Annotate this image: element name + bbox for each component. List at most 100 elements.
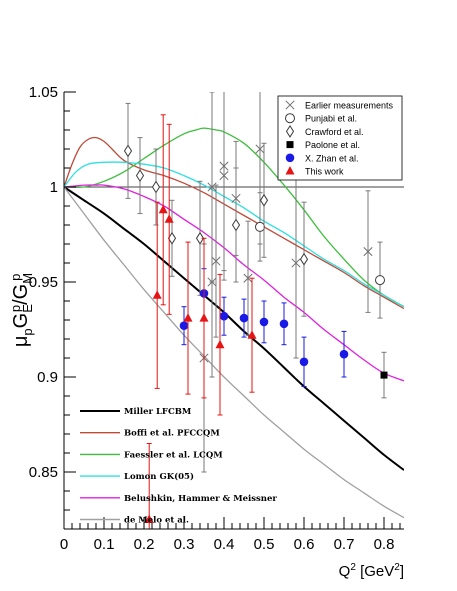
theory-curve-de-melo-et-al bbox=[64, 186, 404, 519]
legend-label-x-zhan-et-al: X. Zhan et al. bbox=[305, 153, 359, 163]
theory-curve-faessler-et-al-lcqm bbox=[64, 127, 404, 308]
point-this-work-6 bbox=[215, 339, 225, 349]
point-crawford-et-al-0 bbox=[123, 144, 133, 158]
point-earlier-measurements-8-stroke-b bbox=[255, 144, 265, 154]
theory-legend-label-miller-lfcbm: Miller LFCBM bbox=[124, 407, 192, 417]
point-this-work-3 bbox=[164, 214, 174, 223]
x-axis-label-part-4: ] bbox=[400, 563, 404, 580]
theory-legend-label-boffi-et-al-pfccqm: Boffi et al. PFCCQM bbox=[124, 429, 220, 439]
y-axis-label-part-1: p bbox=[20, 328, 35, 335]
legend-box bbox=[277, 95, 403, 181]
point-earlier-measurements-10-stroke-b bbox=[363, 247, 373, 257]
x-tick-label-0: 0 bbox=[60, 536, 68, 553]
theory-curve-boffi-et-al-pfccqm bbox=[64, 136, 404, 310]
point-this-work-5 bbox=[199, 313, 209, 322]
point-earlier-measurements-7 bbox=[243, 273, 253, 283]
x-tick-label-7: 0.7 bbox=[334, 536, 355, 553]
y-axis-label-part-3: E bbox=[20, 304, 35, 313]
x-axis-label-part-1: 2 bbox=[350, 562, 356, 573]
legend: Earlier measurements Punjabi et al. Crawfo… bbox=[277, 95, 403, 181]
legend-marker-punjabi-et-al bbox=[285, 113, 295, 124]
y-axis-label: μpGEp/GMp bbox=[8, 273, 35, 347]
y-tick-label-3: 1 bbox=[50, 179, 58, 196]
legend-marker-this-work bbox=[285, 166, 295, 175]
x-tick-label-6: 0.6 bbox=[294, 536, 315, 553]
theory-legend-label-lomon-gk-05: Lomon GK(05) bbox=[124, 471, 194, 482]
point-this-work-7 bbox=[247, 330, 257, 339]
series-earlier-measurements bbox=[199, 92, 373, 473]
point-earlier-measurements-10 bbox=[363, 247, 373, 257]
legend-label-crawford-et-al: Crawford et al. bbox=[305, 127, 364, 137]
point-crawford-et-al-7 bbox=[299, 252, 309, 266]
point-crawford-et-al-6 bbox=[259, 193, 269, 207]
point-crawford-et-al-1 bbox=[135, 169, 145, 183]
point-earlier-measurements-2-stroke-b bbox=[211, 256, 221, 266]
y-axis-label-part-6: M bbox=[20, 273, 35, 284]
series-this-work bbox=[144, 114, 257, 529]
legend-label-punjabi-et-al: Punjabi et al. bbox=[305, 114, 357, 124]
x-tick-label-2: 0.2 bbox=[134, 536, 155, 553]
series-crawford-et-al bbox=[123, 102, 309, 317]
x-axis-label-part-3: 2 bbox=[394, 562, 400, 573]
point-x-zhan-et-al-2 bbox=[219, 311, 229, 321]
point-earlier-measurements-5 bbox=[219, 161, 229, 171]
theory-legend-label-faessler-et-al-lcqm: Faessler et al. LCQM bbox=[124, 450, 223, 460]
point-earlier-measurements-9-stroke-b bbox=[291, 258, 301, 268]
theory-curve-lomon-gk-05 bbox=[64, 161, 404, 308]
point-x-zhan-et-al-0 bbox=[179, 321, 189, 331]
y-axis-label-part-7: p bbox=[8, 274, 23, 281]
theory-curve-belushkin-hammer-meissner bbox=[64, 184, 404, 382]
legend-label-paolone-et-al: Paolone et al. bbox=[305, 140, 360, 150]
point-crawford-et-al-2 bbox=[151, 180, 161, 194]
series-punjabi-et-al bbox=[255, 192, 385, 319]
point-this-work-2 bbox=[158, 204, 168, 214]
point-earlier-measurements-9 bbox=[291, 258, 301, 268]
point-crawford-et-al-5 bbox=[231, 218, 241, 232]
point-x-zhan-et-al-3 bbox=[239, 313, 249, 323]
legend-marker-earlier-measurements bbox=[285, 100, 295, 110]
series-paolone-et-al bbox=[380, 351, 388, 399]
point-earlier-measurements-3-stroke-b bbox=[207, 182, 217, 192]
y-tick-label-4: 1.05 bbox=[29, 84, 58, 101]
point-this-work-0 bbox=[144, 514, 154, 523]
y-axis-label-part-4: p bbox=[8, 305, 23, 312]
y-axis-label-part-2: G bbox=[10, 313, 32, 329]
point-x-zhan-et-al-7 bbox=[339, 349, 349, 359]
point-earlier-measurements-2 bbox=[211, 256, 221, 266]
point-earlier-measurements-3 bbox=[207, 182, 217, 192]
y-tick-label-0: 0.85 bbox=[29, 464, 58, 481]
y-tick-label-2: 0.95 bbox=[29, 274, 58, 291]
x-tick-label-8: 0.8 bbox=[374, 536, 395, 553]
theory-legend-label-belushkin-hammer-meissner: Belushkin, Hammer & Meissner bbox=[124, 494, 277, 504]
x-axis-label-part-0: Q bbox=[339, 563, 351, 580]
legend-label-earlier-measurements: Earlier measurements bbox=[305, 101, 394, 111]
theory-legend-label-de-melo-et-al: de Melo et al. bbox=[124, 516, 189, 526]
point-x-zhan-et-al-4 bbox=[259, 317, 269, 327]
x-axis-label-part-2: [GeV bbox=[356, 563, 394, 580]
point-earlier-measurements-5-stroke-b bbox=[219, 161, 229, 171]
point-earlier-measurements-7-stroke-b bbox=[243, 273, 253, 283]
point-crawford-et-al-4 bbox=[195, 231, 205, 245]
series-x-zhan-et-al bbox=[179, 268, 349, 387]
point-punjabi-et-al-1 bbox=[375, 275, 385, 286]
legend-marker-crawford-et-al bbox=[285, 124, 295, 138]
point-paolone-et-al-0 bbox=[380, 371, 388, 379]
plot-area bbox=[64, 92, 404, 529]
x-axis-label: Q2 [GeV2] bbox=[339, 562, 404, 580]
legend-marker-paolone-et-al bbox=[286, 141, 294, 149]
theory-legend: Miller LFCBM Boffi et al. PFCCQM Faessler … bbox=[80, 407, 277, 526]
point-this-work-4 bbox=[183, 313, 193, 322]
x-tick-label-4: 0.4 bbox=[214, 536, 235, 553]
point-punjabi-et-al-0 bbox=[255, 221, 265, 232]
legend-label-this-work: This work bbox=[305, 167, 344, 177]
point-this-work-1 bbox=[152, 290, 162, 299]
x-tick-label-3: 0.3 bbox=[174, 536, 195, 553]
axes: 0 0.1 0.2 0.3 0.4 0.5 0.6 0.7 0.8 0.85 0.9 0.95 1 1.0… bbox=[8, 84, 404, 580]
y-axis-label-part-0: μ bbox=[10, 336, 32, 348]
legend-marker-x-zhan-et-al bbox=[285, 153, 295, 163]
legend-marker-earlier-measurements-stroke-b bbox=[285, 100, 295, 110]
x-tick-label-5: 0.5 bbox=[254, 536, 275, 553]
point-x-zhan-et-al-6 bbox=[299, 357, 309, 367]
point-x-zhan-et-al-5 bbox=[279, 319, 289, 329]
